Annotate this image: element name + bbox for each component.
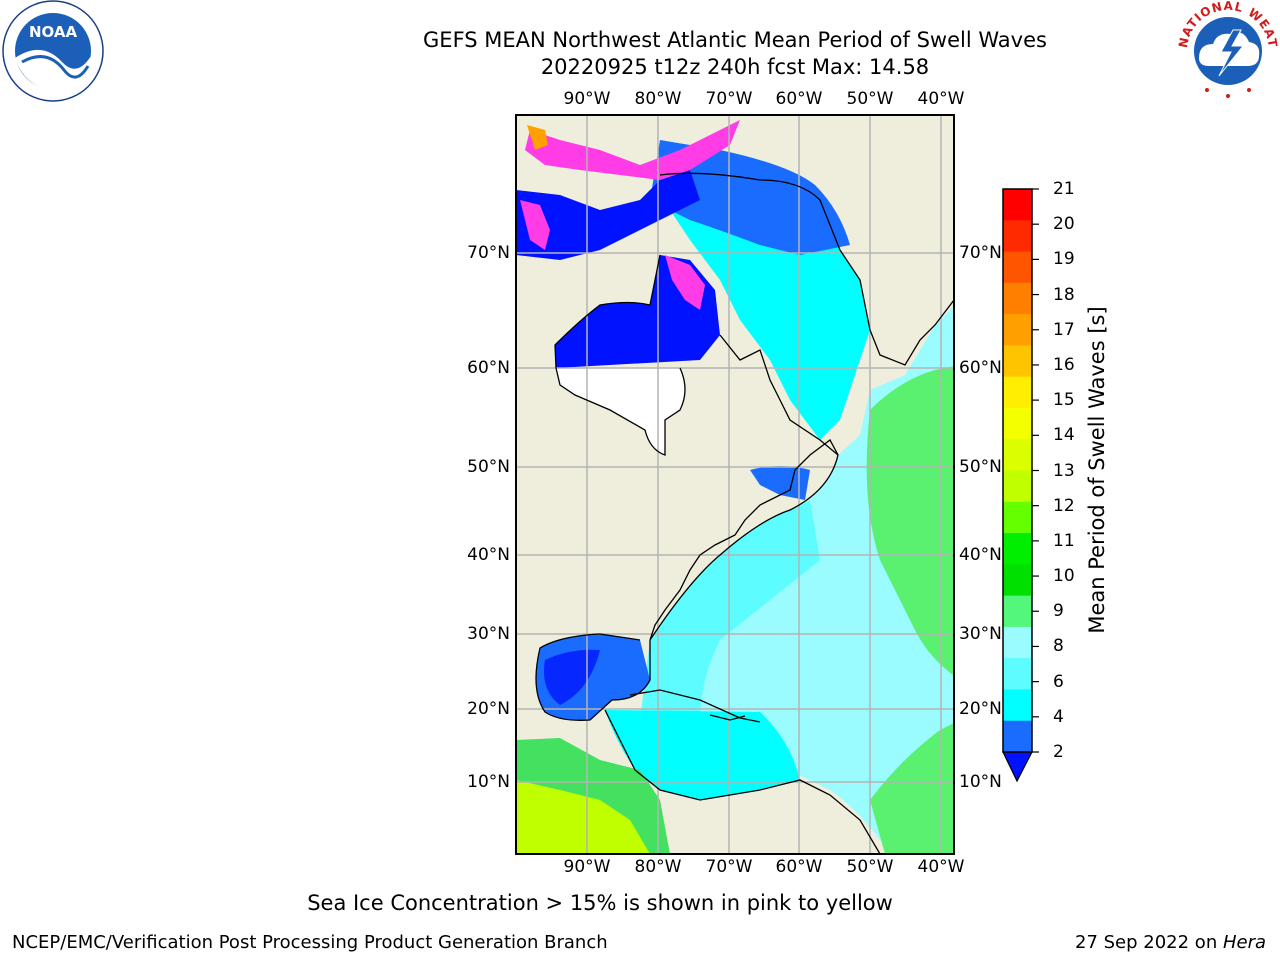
colorbar-tick-label: 17 bbox=[1053, 319, 1075, 340]
colorbar bbox=[1003, 189, 1032, 753]
footnote-text: Sea Ice Concentration > 15% is shown in … bbox=[307, 891, 893, 915]
map-gridlines bbox=[516, 115, 954, 854]
lat-label-left: 10°N bbox=[467, 772, 510, 792]
lon-label-top: 60°W bbox=[775, 89, 823, 109]
lat-label-right: 10°N bbox=[959, 772, 1002, 792]
lat-label-left: 20°N bbox=[467, 699, 510, 719]
credit-date: 27 Sep 2022 on Hera bbox=[1075, 932, 1266, 953]
colorbar-tick-label: 4 bbox=[1053, 706, 1064, 727]
colorbar-segment bbox=[1003, 282, 1032, 315]
lon-label-top: 50°W bbox=[846, 89, 894, 109]
colorbar-tick-label: 13 bbox=[1053, 460, 1075, 481]
lat-label-left: 30°N bbox=[467, 624, 510, 644]
sea-ice-orange bbox=[527, 125, 548, 150]
lat-label-right: 20°N bbox=[959, 699, 1002, 719]
colorbar-segment bbox=[1003, 314, 1032, 346]
lon-label-top: 90°W bbox=[563, 89, 611, 109]
lat-label-left: 70°N bbox=[467, 243, 510, 263]
colorbar-tick-label: 6 bbox=[1053, 671, 1064, 692]
colorbar-extend-arrow bbox=[1002, 751, 1033, 783]
lat-label-right: 70°N bbox=[959, 243, 1002, 263]
colorbar-segment bbox=[1003, 595, 1032, 628]
colorbar-tick-label: 15 bbox=[1053, 390, 1075, 411]
lon-label-bottom: 50°W bbox=[846, 857, 894, 877]
gulf-st-lawrence-region bbox=[750, 466, 810, 500]
sea-ice-region bbox=[525, 120, 740, 180]
noaa-logo-icon: NOAA bbox=[2, 0, 104, 102]
lon-label-bottom: 40°W bbox=[917, 857, 965, 877]
colorbar-tick-label: 21 bbox=[1053, 179, 1075, 199]
colorbar-segment bbox=[1003, 501, 1032, 534]
colorbar-tick-label: 20 bbox=[1053, 214, 1075, 235]
colorbar-segment bbox=[1003, 376, 1032, 409]
credit-host: Hera bbox=[1222, 932, 1266, 953]
colorbar-segment bbox=[1003, 220, 1032, 253]
lat-label-left: 50°N bbox=[467, 457, 510, 477]
colorbar-segment bbox=[1003, 720, 1032, 753]
colorbar-segment bbox=[1003, 189, 1032, 221]
colorbar-segment bbox=[1003, 251, 1032, 284]
colorbar-tick-label: 18 bbox=[1053, 284, 1075, 305]
colorbar-tick-marks bbox=[1032, 188, 1039, 753]
colorbar-segment bbox=[1003, 439, 1032, 472]
colorbar-segment bbox=[1003, 533, 1032, 565]
coastlines bbox=[535, 172, 954, 854]
lat-label-right: 40°N bbox=[959, 545, 1002, 565]
colorbar-tick-label: 16 bbox=[1053, 354, 1075, 375]
colorbar-segment bbox=[1003, 345, 1032, 378]
colorbar-segment bbox=[1003, 689, 1032, 722]
colorbar-tick-label: 2 bbox=[1053, 742, 1064, 762]
green-zone-east bbox=[866, 366, 954, 676]
lat-label-right: 50°N bbox=[959, 457, 1002, 477]
lon-label-bottom: 70°W bbox=[705, 857, 753, 877]
colorbar-segment bbox=[1003, 626, 1032, 659]
lon-label-bottom: 90°W bbox=[563, 857, 611, 877]
sea-ice-footnote: Sea Ice Concentration > 15% is shown in … bbox=[0, 891, 1280, 915]
noaa-logo-text: NOAA bbox=[29, 23, 78, 41]
lat-label-right: 60°N bbox=[959, 358, 1002, 378]
colorbar-tick-label: 11 bbox=[1053, 530, 1075, 551]
colorbar-tick-label: 14 bbox=[1053, 425, 1075, 446]
colorbar-tick-label: 19 bbox=[1053, 249, 1075, 270]
lon-label-top: 40°W bbox=[917, 89, 965, 109]
lat-label-left: 40°N bbox=[467, 545, 510, 565]
colorbar-tick-label: 9 bbox=[1053, 601, 1064, 622]
credit-branch: NCEP/EMC/Verification Post Processing Pr… bbox=[12, 932, 608, 953]
colorbar-tick-label: 12 bbox=[1053, 495, 1075, 516]
lat-label-right: 30°N bbox=[959, 624, 1002, 644]
map-title-line1: GEFS MEAN Northwest Atlantic Mean Period… bbox=[423, 28, 1047, 52]
colorbar-label: Mean Period of Swell Waves [s] bbox=[1085, 306, 1109, 634]
sea-ice-region-2 bbox=[520, 200, 550, 250]
map-frame bbox=[515, 114, 955, 855]
map-title-line2: 20220925 t12z 240h fcst Max: 14.58 bbox=[540, 55, 930, 79]
lon-label-top: 70°W bbox=[705, 89, 753, 109]
colorbar-tick-label: 10 bbox=[1053, 566, 1075, 587]
map-panel bbox=[516, 115, 954, 854]
yellow-zone-south bbox=[516, 780, 650, 854]
lat-label-left: 60°N bbox=[467, 358, 510, 378]
sea-ice-region-3 bbox=[665, 255, 705, 310]
lon-label-bottom: 80°W bbox=[634, 857, 682, 877]
credit-date-text: 27 Sep 2022 on bbox=[1075, 932, 1223, 953]
caribbean-region bbox=[605, 710, 800, 800]
gulf-deep-region bbox=[544, 649, 600, 705]
arctic-channels-region bbox=[516, 170, 700, 260]
baffin-region bbox=[650, 140, 850, 255]
colorbar-segment bbox=[1003, 564, 1032, 597]
lon-label-top: 80°W bbox=[634, 89, 682, 109]
green-zone-southeast bbox=[870, 723, 954, 854]
nws-logo-icon: NATIONAL WEATHER SERVICE bbox=[1177, 0, 1279, 101]
colorbar-segment bbox=[1003, 658, 1032, 691]
lon-label-bottom: 60°W bbox=[775, 857, 823, 877]
colorbar-segment bbox=[1003, 407, 1032, 440]
colorbar-segment bbox=[1003, 470, 1032, 503]
colorbar-tick-label: 8 bbox=[1053, 636, 1064, 657]
